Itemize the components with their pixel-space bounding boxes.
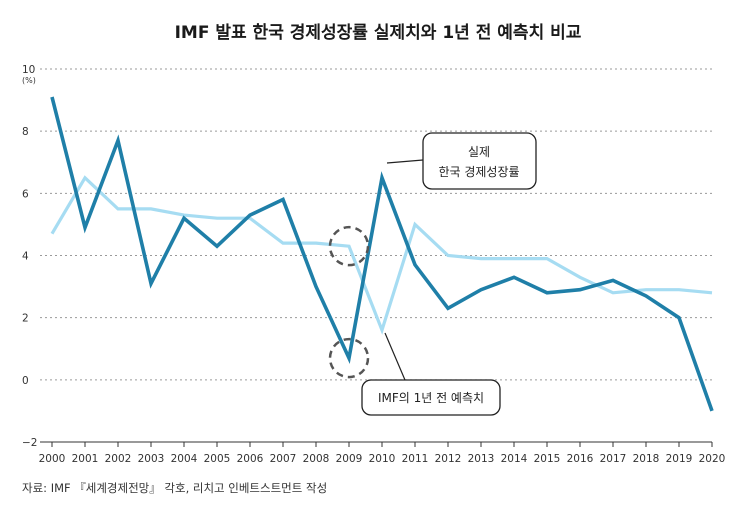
y-tick-label-0: 0 <box>22 375 29 387</box>
x-tick-label-2013: 2013 <box>468 453 495 465</box>
y-tick-label-6: 6 <box>22 188 29 200</box>
x-tick-label-2003: 2003 <box>138 453 165 465</box>
x-tick-label-2007: 2007 <box>270 453 297 465</box>
x-tick-label-2008: 2008 <box>303 453 330 465</box>
callout-actual-box <box>422 132 537 190</box>
x-tick-label-2018: 2018 <box>633 453 660 465</box>
series-lines <box>50 96 714 412</box>
callout-forecast-box <box>361 379 501 416</box>
x-tick-label-2016: 2016 <box>567 453 594 465</box>
x-tick-label-2002: 2002 <box>105 453 132 465</box>
highlight-circle-forecast-2009 <box>328 225 370 267</box>
series-line-actual <box>50 96 714 412</box>
x-tick-label-2012: 2012 <box>435 453 462 465</box>
callout-forecast-label: IMF의 1년 전 예측치 <box>378 391 484 405</box>
chart-title: IMF 발표 한국 경제성장률 실제치와 1년 전 예측치 비교 <box>175 23 582 43</box>
y-axis-ticks: −2 0 2 4 6 8 10 <box>22 64 37 449</box>
y-tick-label-10: 10 <box>22 64 35 76</box>
x-tick-label-2015: 2015 <box>534 453 561 465</box>
x-tick-label-2014: 2014 <box>501 453 528 465</box>
grid-lines <box>40 68 712 381</box>
x-tick-label-2005: 2005 <box>204 453 231 465</box>
x-tick-label-2020: 2020 <box>699 453 726 465</box>
x-tick-label-2006: 2006 <box>237 453 264 465</box>
highlight-circle-actual-2009 <box>328 337 370 379</box>
x-tick-label-2001: 2001 <box>72 453 99 465</box>
y-tick-label-4: 4 <box>22 251 29 263</box>
callout-actual-line2: 한국 경제성장률 <box>438 165 519 179</box>
y-tick-label--2: −2 <box>22 437 37 449</box>
x-tick-label-2010: 2010 <box>369 453 396 465</box>
callout-actual-pointer <box>386 159 424 164</box>
x-tick-label-2017: 2017 <box>600 453 627 465</box>
x-tick-label-2009: 2009 <box>336 453 363 465</box>
callout-actual: 실제 한국 경제성장률 <box>386 132 537 190</box>
series-line-forecast <box>50 175 713 335</box>
y-tick-label-2: 2 <box>22 313 29 325</box>
y-tick-label-8: 8 <box>22 126 29 138</box>
x-tick-label-2004: 2004 <box>171 453 198 465</box>
x-tick-label-2019: 2019 <box>666 453 693 465</box>
x-axis-ticks: 2000 2001 2002 2003 2004 2005 2006 2007 2008 2009… <box>39 442 726 465</box>
callout-forecast: IMF의 1년 전 예측치 <box>361 332 501 416</box>
source-note: 자료: IMF 『세계경제전망』 각호, 리치고 인베트스트먼트 작성 <box>22 481 327 495</box>
callout-forecast-pointer <box>384 332 406 381</box>
callout-actual-line1: 실제 <box>468 145 490 159</box>
y-unit-label: (%) <box>22 76 36 85</box>
x-tick-label-2000: 2000 <box>39 453 66 465</box>
x-tick-label-2011: 2011 <box>402 453 429 465</box>
